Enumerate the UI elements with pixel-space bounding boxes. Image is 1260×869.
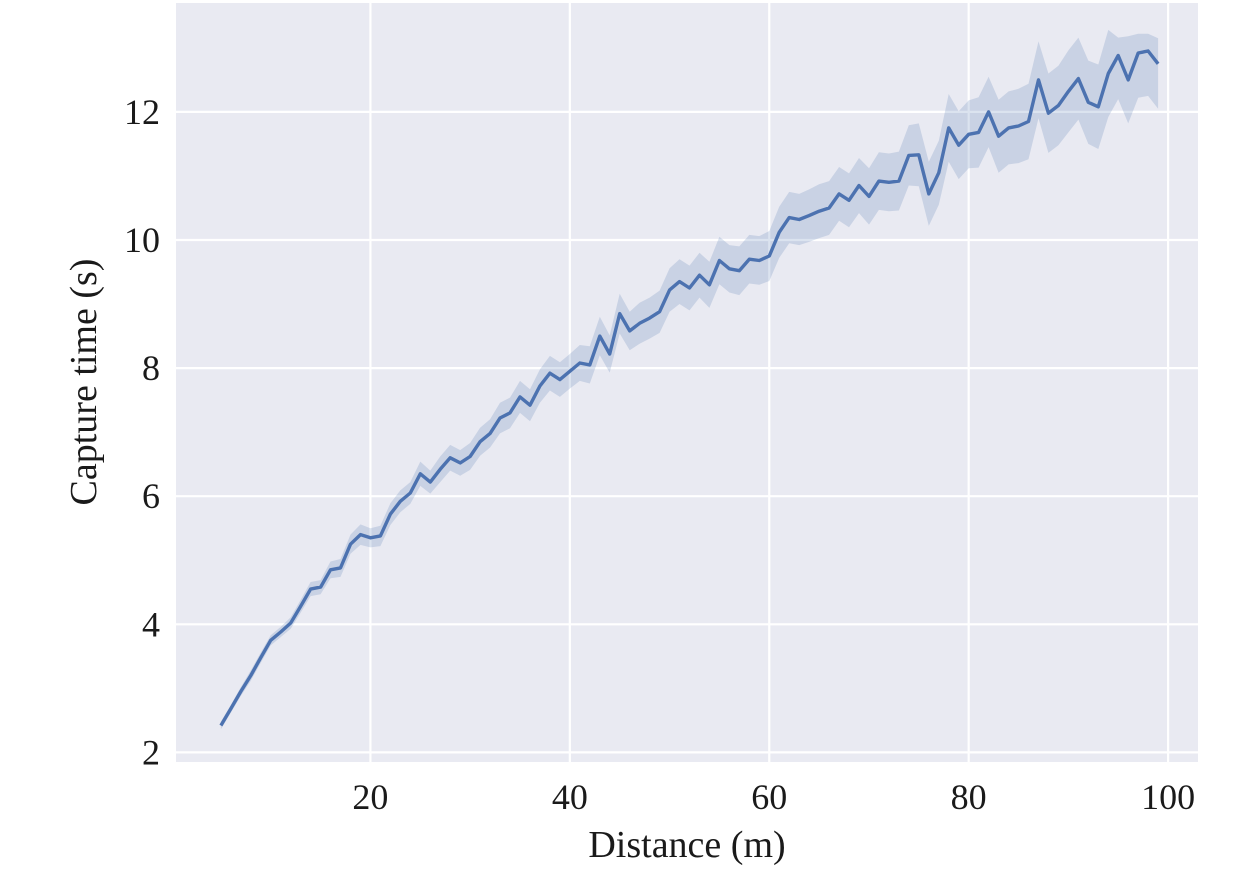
x-tick-label: 40 — [552, 777, 588, 817]
y-tick-label: 12 — [124, 92, 160, 132]
y-tick-label: 10 — [124, 220, 160, 260]
y-axis-label: Capture time (s) — [63, 259, 105, 506]
y-tick-label: 4 — [142, 604, 160, 644]
confidence-band — [220, 29, 1159, 730]
y-tick-label: 6 — [142, 476, 160, 516]
plot-background — [176, 3, 1198, 762]
x-tick-label: 20 — [352, 777, 388, 817]
x-tick-label: 100 — [1141, 777, 1195, 817]
x-axis-label: Distance (m) — [588, 824, 785, 866]
y-tick-label: 8 — [142, 348, 160, 388]
x-axis: 20 40 60 80 100 — [352, 777, 1195, 817]
x-tick-label: 60 — [751, 777, 787, 817]
y-tick-label: 2 — [142, 732, 160, 772]
grid-lines — [176, 3, 1198, 762]
y-axis: 2 4 6 8 10 12 — [124, 92, 160, 773]
x-tick-label: 80 — [951, 777, 987, 817]
series-line — [219, 49, 1160, 727]
